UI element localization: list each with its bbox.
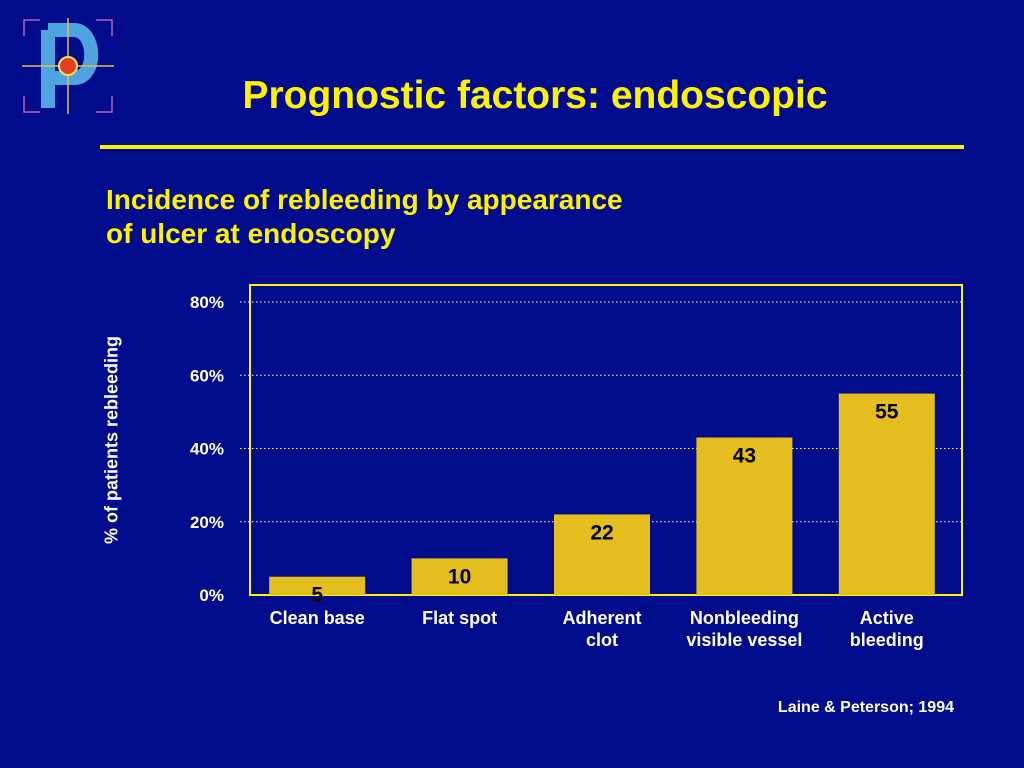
x-tick-label: Flat spot [422, 608, 497, 628]
citation: Laine & Peterson; 1994 [777, 699, 954, 716]
x-tick-label: Adherent [562, 608, 641, 628]
data-label: 22 [590, 521, 613, 544]
y-tick-label: 40% [190, 440, 224, 459]
bar [696, 437, 793, 595]
slide-title: Prognostic factors: endoscopic [242, 74, 828, 117]
y-tick-label: 0% [199, 586, 224, 605]
x-tick-label: Clean base [270, 608, 365, 628]
bar [411, 558, 508, 595]
bar [554, 514, 650, 595]
x-tick-label: Nonbleeding [690, 608, 799, 628]
subtitle-line: Incidence of rebleeding by appearance [106, 184, 623, 215]
subtitle-line: of ulcer at endoscopy [106, 218, 396, 249]
chart-subtitle: Incidence of rebleeding by appearance of… [106, 183, 806, 251]
x-tick-label: visible vessel [686, 630, 802, 650]
y-tick-label: 80% [190, 293, 224, 312]
x-tick-label: Active [860, 608, 914, 628]
title-underline [100, 145, 964, 149]
bar [269, 576, 366, 595]
data-label: 43 [733, 445, 756, 468]
x-tick-label: clot [586, 630, 618, 650]
data-label: 55 [875, 401, 899, 424]
y-tick-label: 20% [190, 513, 224, 532]
y-tick-label: 60% [190, 366, 224, 385]
x-tick-label: bleeding [850, 630, 924, 650]
data-label: 5 [311, 584, 323, 607]
bar [838, 393, 935, 595]
data-label: 10 [448, 565, 471, 588]
logo-icon [22, 18, 114, 114]
